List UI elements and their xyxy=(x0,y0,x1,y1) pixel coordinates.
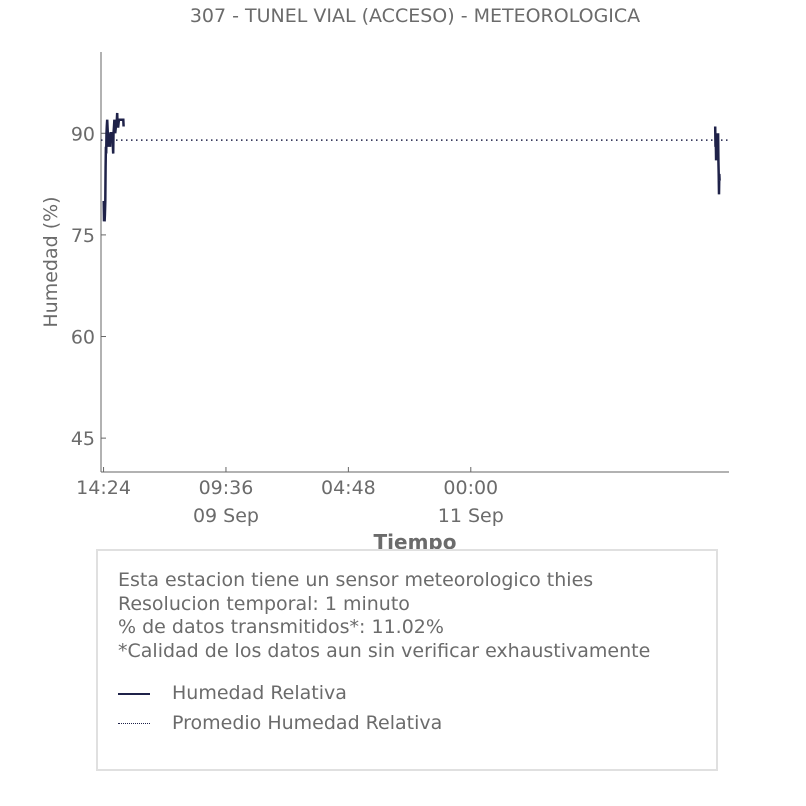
sensor-info-text: Esta estacion tiene un sensor meteorolog… xyxy=(118,569,594,591)
legend-label-humedad: Humedad Relativa xyxy=(172,682,347,704)
x-tick-label: 14:24 xyxy=(76,477,131,499)
x-tick-label: 00:00 xyxy=(443,477,498,499)
x-tick-date-label: 09 Sep xyxy=(193,505,259,527)
y-axis-label: Humedad (%) xyxy=(40,196,62,327)
info-legend-box: Esta estacion tiene un sensor meteorolog… xyxy=(96,549,718,771)
legend-dotted-line-icon xyxy=(118,723,150,724)
humidity-chart: 307 - TUNEL VIAL (ACCESO) - METEOROLOGIC… xyxy=(40,5,729,554)
legend-label-promedio: Promedio Humedad Relativa xyxy=(172,712,443,734)
y-tick-label: 75 xyxy=(71,225,95,247)
chart-title: 307 - TUNEL VIAL (ACCESO) - METEOROLOGIC… xyxy=(190,5,640,27)
quality-disclaimer-text: *Calidad de los datos aun sin verificar … xyxy=(118,640,651,662)
x-tick-date-label: 11 Sep xyxy=(438,505,504,527)
transmission-info-text: % de datos transmitidos*: 11.02% xyxy=(118,616,444,638)
humidity-series-line xyxy=(102,112,125,222)
y-tick-label: 45 xyxy=(71,428,95,450)
plot-area: 45 60 75 90 14:24 09:36 09 Sep 04:48 00:00 11 Sep xyxy=(71,52,729,527)
y-tick-label: 60 xyxy=(71,327,95,349)
y-tick-label: 90 xyxy=(71,123,95,145)
x-tick-label: 09:36 xyxy=(199,477,254,499)
x-tick-label: 04:48 xyxy=(321,477,376,499)
resolution-info-text: Resolucion temporal: 1 minuto xyxy=(118,593,410,615)
legend-solid-line-icon xyxy=(118,693,150,695)
humidity-series-line xyxy=(713,126,721,195)
